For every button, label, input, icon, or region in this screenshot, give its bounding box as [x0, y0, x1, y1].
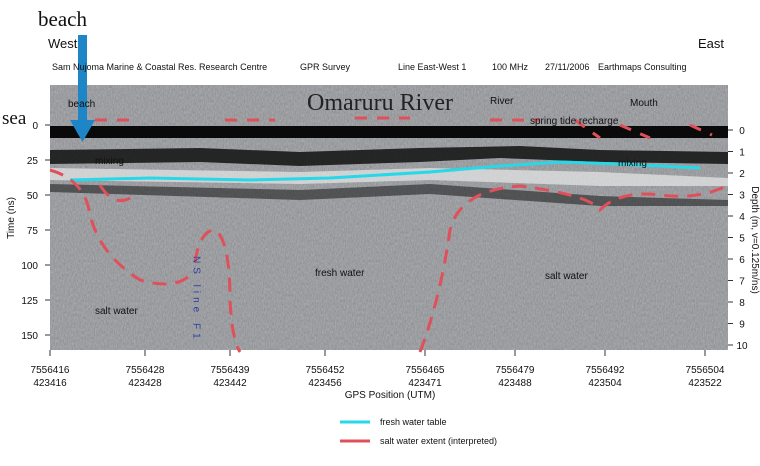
time-tick-label: 50	[27, 191, 39, 202]
time-tick-label: 100	[21, 261, 38, 272]
gps-tick-label: 423456	[308, 378, 342, 389]
gps-tick-label: 7556452	[306, 365, 345, 376]
east-label: East	[698, 36, 724, 51]
depth-tick-label: 2	[739, 169, 745, 180]
time-tick-label: 150	[21, 331, 38, 342]
annotation: River	[490, 96, 514, 107]
time-tick-label: 25	[27, 156, 39, 167]
subtitle-part: Line East-West 1	[398, 62, 466, 72]
annotation: salt water	[545, 271, 588, 282]
subtitle-part: 100 MHz	[492, 62, 529, 72]
gps-tick-label: 423442	[213, 378, 247, 389]
beach-label: beach	[38, 7, 87, 31]
radargram	[50, 85, 728, 350]
annotation: mixing	[95, 156, 124, 167]
gps-tick-label: 7556504	[686, 365, 725, 376]
depth-tick-label: 9	[739, 320, 745, 331]
subtitle-part: GPR Survey	[300, 62, 351, 72]
gps-tick-label: 7556492	[586, 365, 625, 376]
time-tick-label: 0	[32, 121, 38, 132]
river-title: Omaruru River	[307, 90, 453, 116]
subtitle-part: Earthmaps Consulting	[598, 62, 687, 72]
depth-tick-label: 8	[739, 298, 745, 309]
time-tick-label: 125	[21, 296, 38, 307]
depth-tick-label: 7	[739, 277, 745, 288]
legend-label: fresh water table	[380, 417, 447, 427]
annotation: Mouth	[630, 98, 658, 109]
gps-tick-label: 423504	[588, 378, 622, 389]
depth-tick-label: 0	[739, 126, 745, 137]
west-label: West	[48, 36, 78, 51]
line-marker: NS line F1	[191, 256, 202, 343]
time-axis-title: Time (ns)	[6, 197, 17, 239]
time-tick-label: 75	[27, 226, 39, 237]
depth-tick-label: 3	[739, 191, 745, 202]
depth-tick-label: 1	[739, 148, 745, 159]
annotation: fresh water	[315, 268, 365, 279]
legend-label: salt water extent (interpreted)	[380, 436, 497, 446]
fresh-water-line	[69, 160, 701, 182]
subtitle-part: 27/11/2006	[545, 62, 589, 72]
annotation: beach	[68, 99, 95, 110]
depth-axis-title: Depth (m, v=0.125m/ns)	[749, 186, 760, 294]
gps-tick-label: 423416	[33, 378, 67, 389]
sea-label: sea	[2, 108, 27, 129]
depth-tick-label: 10	[736, 341, 748, 352]
salt-water-extent	[49, 168, 729, 353]
gps-tick-label: 423522	[688, 378, 722, 389]
gps-tick-label: 7556465	[406, 365, 445, 376]
gps-axis-title: GPS Position (UTM)	[345, 390, 436, 401]
annotation: spring tide recharge	[530, 116, 619, 127]
gps-tick-label: 7556439	[211, 365, 250, 376]
flow-arrows	[95, 116, 713, 140]
gps-tick-label: 7556416	[31, 365, 70, 376]
annotation: salt water	[95, 306, 138, 317]
gps-tick-label: 423428	[128, 378, 162, 389]
gps-tick-label: 7556428	[126, 365, 165, 376]
gps-tick-label: 423488	[498, 378, 532, 389]
annotation: mixing	[618, 158, 647, 169]
sea-arrow	[70, 35, 95, 142]
depth-tick-label: 5	[739, 234, 745, 245]
subtitle-part: Sam Nujoma Marine & Coastal Res. Researc…	[52, 62, 267, 72]
gps-tick-label: 423471	[408, 378, 442, 389]
gps-tick-label: 7556479	[496, 365, 535, 376]
depth-tick-label: 4	[739, 212, 745, 223]
depth-tick-label: 6	[739, 255, 745, 266]
